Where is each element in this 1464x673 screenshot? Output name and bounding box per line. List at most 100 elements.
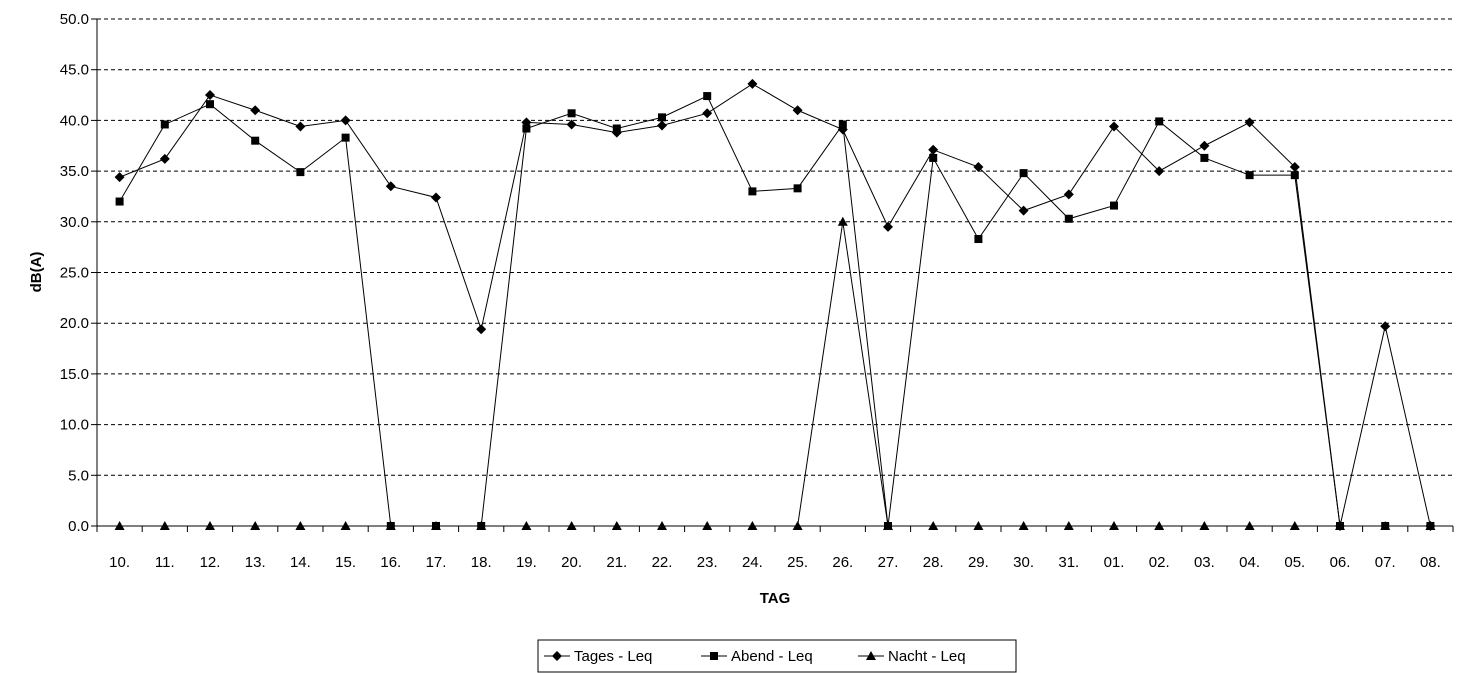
y-tick-label: 30.0 xyxy=(60,214,89,231)
legend-swatch-marker xyxy=(710,652,718,660)
data-point xyxy=(250,521,261,530)
data-point xyxy=(385,181,396,192)
data-point xyxy=(251,136,260,145)
y-tick-label: 45.0 xyxy=(60,62,89,79)
x-tick-label: 01. xyxy=(1104,554,1125,571)
data-point xyxy=(159,521,170,530)
x-tick-label: 10. xyxy=(109,554,130,571)
grid-lines xyxy=(97,18,1453,476)
data-point xyxy=(658,113,666,122)
data-point xyxy=(792,521,803,530)
x-tick-label: 05. xyxy=(1284,554,1305,571)
data-point xyxy=(838,120,847,129)
data-point xyxy=(702,108,713,119)
y-tick-label: 25.0 xyxy=(60,265,89,282)
y-tick-labels: 0.0 5.0 10.0 15.0 20.0 25.0 30.0 35.0 40.0 45.0 50… xyxy=(60,11,89,535)
data-point xyxy=(205,521,215,530)
data-point xyxy=(1425,521,1436,530)
data-point xyxy=(1155,117,1164,126)
data-point xyxy=(611,127,622,138)
y-tick-label: 40.0 xyxy=(60,112,89,129)
data-point xyxy=(973,521,984,530)
data-point xyxy=(611,521,622,530)
data-point xyxy=(115,197,124,206)
x-axis-title: TAG xyxy=(760,590,791,607)
data-point xyxy=(1018,205,1029,216)
x-tick-labels: 10. 11. 12. 13. 14. 15. 16. 17. 18. 19. 20. 21. 22. 2… xyxy=(109,554,1441,571)
data-point xyxy=(702,521,713,530)
legend-box xyxy=(537,639,1017,673)
y-tick-label: 0.0 xyxy=(68,518,89,535)
data-point xyxy=(657,120,667,131)
x-tick-label: 21. xyxy=(606,554,627,571)
axes xyxy=(91,18,1454,532)
data-point xyxy=(928,144,939,155)
x-tick-label: 19. xyxy=(516,554,537,571)
x-tick-label: 02. xyxy=(1149,554,1170,571)
x-tick-label: 26. xyxy=(832,554,853,571)
data-point xyxy=(114,521,125,530)
x-tick-label: 03. xyxy=(1194,554,1215,571)
legend: Tages - Leq Abend - Leq Nacht - Leq xyxy=(537,639,1017,673)
x-tick-label: 06. xyxy=(1330,554,1351,571)
series-line xyxy=(119,83,1431,527)
y-tick-label: 50.0 xyxy=(60,11,89,28)
data-point xyxy=(1244,117,1255,128)
data-point xyxy=(521,521,532,530)
data-point xyxy=(114,172,125,183)
data-point xyxy=(1289,521,1300,530)
legend-swatch-marker xyxy=(866,651,876,660)
legend-swatch-marker xyxy=(552,651,562,661)
legend-label: Nacht - Leq xyxy=(888,648,966,665)
y-tick-label: 20.0 xyxy=(60,315,89,332)
data-point xyxy=(1199,521,1210,530)
x-tick-label: 29. xyxy=(968,554,989,571)
data-point xyxy=(566,521,577,530)
series-diamond xyxy=(114,78,1436,531)
data-point xyxy=(1245,171,1254,180)
data-point xyxy=(747,78,758,89)
data-point xyxy=(159,153,170,164)
x-tick-label: 22. xyxy=(652,554,673,571)
data-point xyxy=(1200,153,1209,162)
data-point xyxy=(476,324,487,335)
data-point xyxy=(929,153,938,162)
x-tick-label: 16. xyxy=(380,554,401,571)
x-tick-label: 08. xyxy=(1420,554,1441,571)
legend-label: Tages - Leq xyxy=(574,648,652,665)
data-point xyxy=(1289,162,1300,173)
y-tick-label: 5.0 xyxy=(68,467,89,484)
x-tick-label: 11. xyxy=(155,554,175,571)
x-tick-label: 25. xyxy=(787,554,808,571)
data-point xyxy=(566,119,577,130)
y-tick-label: 35.0 xyxy=(60,163,89,180)
data-point xyxy=(1380,521,1391,530)
x-tick-label: 17. xyxy=(426,554,447,571)
y-tick-label: 15.0 xyxy=(60,366,89,383)
data-point xyxy=(974,235,983,244)
data-point xyxy=(883,521,893,530)
data-point xyxy=(295,521,306,530)
x-tick-label: 23. xyxy=(697,554,718,571)
data-point xyxy=(431,521,441,530)
data-point xyxy=(883,221,893,232)
data-point xyxy=(657,521,667,530)
legend-label: Abend - Leq xyxy=(731,648,813,665)
data-point xyxy=(1109,521,1119,530)
x-tick-label: 31. xyxy=(1058,554,1079,571)
y-tick-label: 10.0 xyxy=(60,417,89,434)
data-point xyxy=(973,162,984,173)
data-point xyxy=(1063,189,1074,200)
data-point xyxy=(1380,321,1391,332)
data-point xyxy=(431,192,441,203)
data-point xyxy=(160,120,169,129)
data-point xyxy=(1019,169,1028,178)
data-point xyxy=(385,521,396,530)
x-tick-label: 04. xyxy=(1239,554,1260,571)
x-tick-label: 15. xyxy=(335,554,356,571)
data-point xyxy=(567,109,576,118)
data-point xyxy=(1154,521,1165,530)
data-point xyxy=(206,100,214,109)
y-axis-title: dB(A) xyxy=(28,252,45,293)
